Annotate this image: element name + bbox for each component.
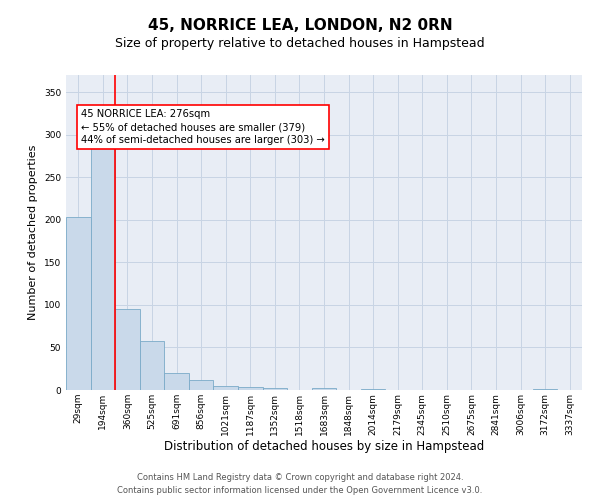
Bar (214, 386, 238, 390)
Bar (238, 386, 263, 390)
Y-axis label: Number of detached properties: Number of detached properties (28, 145, 38, 320)
Text: 45, NORRICE LEA, LONDON, N2 0RN: 45, NORRICE LEA, LONDON, N2 0RN (148, 18, 452, 32)
Bar (263, 388, 287, 390)
Bar (140, 340, 164, 390)
Text: 45 NORRICE LEA: 276sqm
← 55% of detached houses are smaller (379)
44% of semi-de: 45 NORRICE LEA: 276sqm ← 55% of detached… (82, 109, 325, 146)
Text: Contains HM Land Registry data © Crown copyright and database right 2024.
Contai: Contains HM Land Registry data © Crown c… (118, 474, 482, 495)
Bar (91, 143, 115, 390)
Bar (533, 389, 557, 390)
X-axis label: Distribution of detached houses by size in Hampstead: Distribution of detached houses by size … (164, 440, 484, 454)
Bar (164, 373, 189, 390)
Text: Size of property relative to detached houses in Hampstead: Size of property relative to detached ho… (115, 38, 485, 51)
Bar (361, 389, 385, 390)
Bar (189, 380, 214, 390)
Bar (312, 388, 336, 390)
Bar (66, 217, 91, 390)
Bar (115, 309, 140, 390)
